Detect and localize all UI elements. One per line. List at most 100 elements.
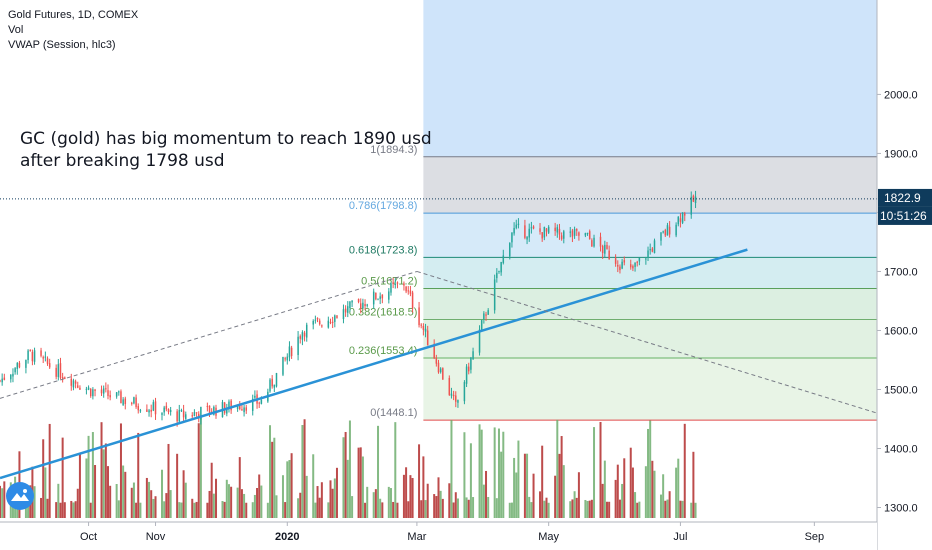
volume-bar bbox=[631, 467, 634, 518]
candle-body bbox=[677, 216, 680, 225]
volume-bar bbox=[74, 501, 77, 518]
volume-bar bbox=[297, 498, 300, 518]
candle-body bbox=[286, 356, 289, 361]
volume-bar bbox=[584, 499, 587, 518]
candle-body bbox=[396, 282, 399, 284]
volume-bar bbox=[389, 488, 392, 518]
time-axis-bg bbox=[0, 522, 877, 550]
volume-bars bbox=[0, 417, 697, 518]
fib-zone-extension bbox=[423, 0, 877, 157]
candle-body bbox=[40, 350, 42, 356]
candle-body bbox=[487, 310, 489, 315]
volume-bar bbox=[402, 474, 405, 518]
annotation-line-1: GC (gold) has big momentum to reach 1890… bbox=[20, 129, 432, 149]
volume-indicator-label[interactable]: Vol bbox=[8, 24, 24, 36]
candle-body bbox=[493, 279, 496, 311]
candle-body bbox=[195, 412, 198, 414]
candle-body bbox=[163, 407, 165, 413]
volume-bar bbox=[61, 437, 64, 518]
candle-body bbox=[290, 347, 293, 356]
x-tick-label: May bbox=[538, 531, 559, 543]
volume-bar bbox=[374, 489, 377, 518]
volume-bar bbox=[132, 482, 135, 518]
candle-body bbox=[273, 384, 276, 388]
volume-bar bbox=[608, 501, 611, 518]
volume-bar bbox=[148, 481, 151, 518]
volume-bar bbox=[573, 491, 576, 518]
volume-bar bbox=[448, 483, 451, 518]
y-tick-label: 1500.0 bbox=[884, 384, 918, 396]
volume-bar bbox=[569, 501, 572, 518]
candle-body bbox=[377, 298, 379, 300]
volume-bar bbox=[145, 477, 148, 518]
candle-body bbox=[185, 414, 187, 419]
volume-bar bbox=[420, 500, 423, 518]
volume-bar bbox=[195, 501, 198, 518]
volume-bar bbox=[161, 469, 164, 518]
candle-body bbox=[334, 315, 336, 322]
volume-bar bbox=[482, 484, 485, 518]
volume-bar bbox=[78, 453, 81, 518]
candle-body bbox=[243, 407, 245, 413]
volume-bar bbox=[76, 488, 79, 518]
candle-body bbox=[87, 387, 90, 390]
candle-body bbox=[653, 240, 656, 254]
candle-body bbox=[14, 368, 16, 373]
trendlines[interactable] bbox=[0, 198, 878, 480]
candle-body bbox=[29, 349, 31, 351]
candle-body bbox=[206, 405, 209, 407]
volume-bar bbox=[510, 502, 513, 518]
fib-retracement[interactable]: 1(1894.3)0.786(1798.8)0.618(1723.8)0.5(1… bbox=[349, 0, 877, 421]
volume-bar bbox=[517, 440, 520, 518]
volume-bar bbox=[85, 458, 88, 518]
candle-body bbox=[42, 357, 44, 359]
candle-body bbox=[230, 400, 232, 411]
candle-body bbox=[241, 409, 243, 411]
volume-bar bbox=[372, 492, 375, 518]
candle-body bbox=[165, 405, 168, 410]
volume-bar bbox=[666, 499, 669, 518]
volume-bar bbox=[545, 497, 548, 518]
volume-bar bbox=[571, 499, 574, 518]
candle-body bbox=[148, 410, 150, 413]
volume-bar bbox=[102, 449, 105, 518]
candle-body bbox=[573, 229, 576, 236]
candle-body bbox=[623, 260, 626, 263]
volume-bar bbox=[240, 489, 243, 518]
candle-body bbox=[394, 283, 397, 285]
volume-bar bbox=[163, 501, 166, 518]
volume-bar bbox=[182, 470, 185, 518]
candle-body bbox=[556, 227, 559, 233]
fib-level-label: 0(1448.1) bbox=[370, 407, 417, 419]
candle-body bbox=[578, 232, 580, 236]
volume-bar bbox=[87, 435, 90, 518]
candle-body bbox=[496, 272, 498, 279]
chart-annotation[interactable]: GC (gold) has big momentum to reach 1890… bbox=[20, 128, 432, 172]
volume-bar bbox=[258, 474, 261, 518]
candle-body bbox=[629, 264, 632, 268]
candle-body bbox=[100, 389, 103, 394]
candle-body bbox=[666, 225, 669, 236]
volume-bar bbox=[281, 475, 284, 518]
volume-bar bbox=[139, 502, 142, 518]
candle-body bbox=[258, 402, 260, 404]
volume-bar bbox=[180, 502, 183, 518]
candle-body bbox=[545, 228, 548, 232]
candle-body bbox=[347, 306, 349, 313]
candle-body bbox=[351, 300, 353, 303]
tradingview-logo-icon[interactable] bbox=[6, 482, 34, 510]
candle-body bbox=[426, 330, 429, 346]
volume-bar bbox=[435, 496, 438, 518]
candle-body bbox=[124, 398, 127, 405]
candle-body bbox=[541, 232, 543, 239]
volume-bar bbox=[305, 475, 308, 518]
candle-body bbox=[530, 227, 533, 229]
chart-legend: Gold Futures, 1D, COMEX Vol VWAP (Sessio… bbox=[8, 8, 138, 53]
vwap-indicator-label[interactable]: VWAP (Session, hlc3) bbox=[8, 39, 116, 51]
symbol-title[interactable]: Gold Futures, 1D, COMEX bbox=[8, 9, 139, 21]
volume-bar bbox=[601, 483, 604, 518]
candle-body bbox=[448, 378, 451, 395]
candle-body bbox=[664, 229, 667, 236]
